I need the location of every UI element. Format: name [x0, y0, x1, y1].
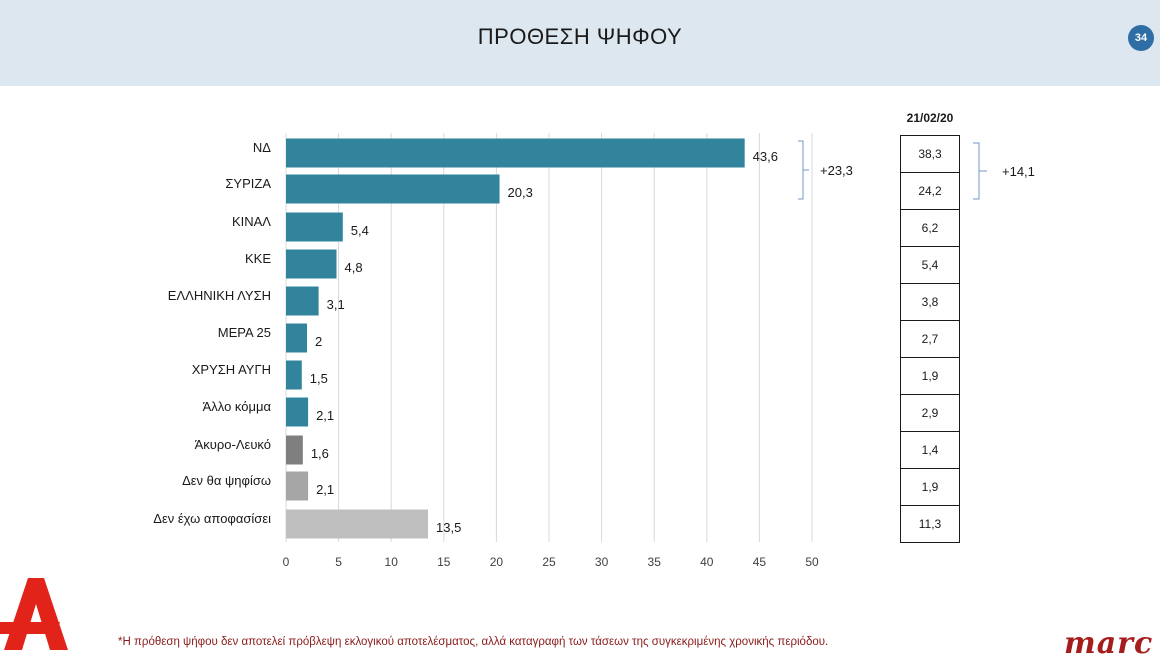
- comparison-row: 11,3: [900, 505, 960, 543]
- bar: [286, 212, 343, 242]
- lead-bracket: [798, 140, 809, 200]
- comparison-date: 21/02/20: [906, 111, 954, 125]
- lead-annotation: +23,3: [820, 163, 853, 178]
- value-label: 20,3: [508, 185, 533, 200]
- bar: [286, 323, 308, 353]
- comparison-lead-bracket: [973, 142, 987, 200]
- bar: [286, 249, 337, 279]
- bar: [286, 397, 309, 427]
- marc-logo: marc: [1064, 626, 1154, 661]
- value-label: 1,6: [311, 446, 329, 461]
- category-label: ΚΙΝΑΛ: [232, 214, 271, 229]
- category-label: ΕΛΛΗΝΙΚΗ ΛΥΣΗ: [168, 288, 271, 303]
- comparison-row: 2,9: [900, 394, 960, 432]
- category-label: Δεν έχω αποφασίσει: [153, 511, 271, 526]
- comparison-row: 38,3: [900, 135, 960, 173]
- value-label: 2,1: [316, 408, 334, 423]
- x-tick-label: 20: [490, 555, 504, 569]
- comparison-row: 1,4: [900, 431, 960, 469]
- footnote: *Η πρόθεση ψήφου δεν αποτελεί πρόβλεψη ε…: [118, 636, 829, 648]
- header-band: ΠΡΟΘΕΣΗ ΨΗΦΟΥ 34: [0, 0, 1160, 86]
- category-label: ΝΔ: [253, 140, 271, 155]
- x-tick-label: 50: [805, 555, 819, 569]
- category-label: Δεν θα ψηφίσω: [182, 473, 271, 488]
- comparison-value: 24,2: [900, 172, 960, 210]
- x-tick-label: 35: [648, 555, 662, 569]
- x-tick-label: 0: [283, 555, 290, 569]
- value-label: 2,1: [316, 482, 334, 497]
- comparison-value: 2,7: [900, 320, 960, 358]
- comparison-table: 38,3 24,2 6,2 5,4 3,8 2,7 1,9 2,9 1,4 1,9 11,3: [900, 135, 960, 543]
- x-tick-label: 25: [542, 555, 556, 569]
- category-label: ΣΥΡΙΖΑ: [225, 176, 271, 191]
- page-title: ΠΡΟΘΕΣΗ ΨΗΦΟΥ: [477, 24, 683, 49]
- x-tick-label: 15: [437, 555, 451, 569]
- bar: [286, 138, 745, 168]
- category-label: ΚΚΕ: [245, 251, 271, 266]
- bar: [286, 286, 319, 316]
- bar: [286, 435, 303, 465]
- comparison-value: 1,9: [900, 468, 960, 506]
- labels: 0 5 10 15 20 25 30 35 40 45 50 ΝΔ 43,6 ΣΥΡΙΖΑ 20,3 ΚΙΝΑ…: [153, 140, 819, 569]
- bar: [286, 471, 309, 501]
- value-label: 4,8: [344, 260, 362, 275]
- x-tick-label: 5: [335, 555, 342, 569]
- x-tick-label: 30: [595, 555, 609, 569]
- comparison-row: 2,7: [900, 320, 960, 358]
- category-label: ΧΡΥΣΗ ΑΥΓΗ: [192, 362, 271, 377]
- comparison-value: 1,4: [900, 431, 960, 469]
- comparison-row: 1,9: [900, 468, 960, 506]
- comparison-value: 1,9: [900, 357, 960, 395]
- value-label: 13,5: [436, 520, 461, 535]
- value-label: 2: [315, 334, 322, 349]
- bars: [286, 138, 745, 539]
- category-label: ΜΕΡΑ 25: [218, 325, 271, 340]
- value-label: 3,1: [327, 297, 345, 312]
- x-tick-label: 10: [385, 555, 399, 569]
- comparison-row: 3,8: [900, 283, 960, 321]
- comparison-lead-annotation: +14,1: [1002, 164, 1035, 179]
- category-label: Άλλο κόμμα: [203, 399, 272, 414]
- comparison-value: 5,4: [900, 246, 960, 284]
- alpha-tv-logo: [0, 578, 68, 650]
- comparison-row: 24,2: [900, 172, 960, 210]
- comparison-value: 11,3: [900, 505, 960, 543]
- category-label: Άκυρο-Λευκό: [195, 437, 271, 452]
- bar: [286, 174, 500, 204]
- comparison-value: 2,9: [900, 394, 960, 432]
- comparison-value: 6,2: [900, 209, 960, 247]
- comparison-row: 1,9: [900, 357, 960, 395]
- bar: [286, 360, 302, 390]
- value-label: 1,5: [310, 371, 328, 386]
- comparison-row: 6,2: [900, 209, 960, 247]
- x-tick-label: 40: [700, 555, 714, 569]
- bar: [286, 509, 429, 539]
- comparison-row: 5,4: [900, 246, 960, 284]
- value-label: 5,4: [351, 223, 369, 238]
- value-label: 43,6: [753, 149, 778, 164]
- x-tick-label: 45: [753, 555, 767, 569]
- comparison-value: 38,3: [900, 135, 960, 173]
- page-number-badge: 34: [1128, 25, 1154, 51]
- comparison-value: 3,8: [900, 283, 960, 321]
